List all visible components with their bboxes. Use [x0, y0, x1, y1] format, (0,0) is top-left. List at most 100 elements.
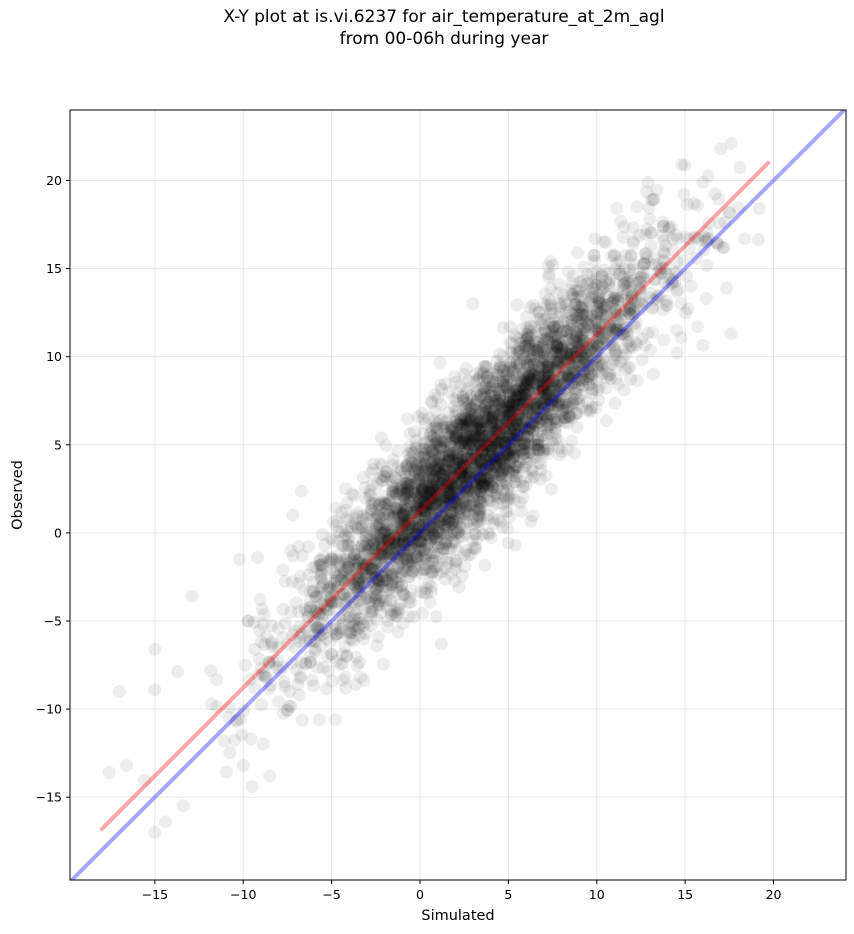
data-point	[517, 415, 531, 429]
data-point	[570, 406, 584, 420]
data-point	[573, 359, 587, 373]
data-point	[643, 212, 657, 226]
data-point	[534, 456, 548, 470]
data-point	[223, 746, 237, 759]
data-point	[522, 330, 536, 344]
data-point	[456, 418, 470, 432]
data-point	[459, 435, 473, 449]
data-point	[477, 391, 491, 405]
data-point	[738, 232, 752, 246]
data-point	[679, 306, 693, 320]
data-point	[592, 300, 606, 314]
data-point	[675, 158, 689, 172]
data-point	[476, 433, 489, 447]
data-point	[468, 430, 482, 444]
data-point	[389, 502, 403, 516]
data-point	[419, 462, 433, 476]
data-point	[478, 474, 492, 488]
data-point	[662, 222, 676, 236]
data-point	[471, 455, 485, 469]
data-point	[256, 737, 270, 751]
data-point	[396, 585, 409, 599]
data-point	[483, 410, 497, 424]
data-point	[484, 417, 498, 430]
data-point	[457, 418, 470, 432]
data-point	[351, 547, 364, 561]
data-point	[434, 398, 448, 411]
data-point	[539, 371, 553, 385]
data-point	[113, 685, 126, 698]
data-point	[450, 486, 464, 500]
data-point	[412, 518, 426, 532]
data-point	[456, 495, 469, 509]
data-point	[519, 415, 533, 429]
data-point	[460, 408, 474, 422]
data-point	[540, 348, 554, 361]
data-point	[341, 604, 355, 617]
data-point	[485, 449, 499, 463]
data-point	[636, 271, 650, 285]
data-point	[429, 502, 443, 516]
data-point	[381, 541, 395, 555]
data-point	[662, 220, 676, 234]
data-point	[614, 304, 628, 318]
data-point	[413, 463, 427, 477]
data-point	[720, 281, 734, 295]
data-point	[508, 395, 522, 409]
data-point	[488, 436, 501, 450]
data-point	[303, 600, 317, 614]
data-point	[537, 408, 551, 422]
data-point	[619, 328, 633, 342]
data-point	[536, 444, 550, 458]
data-point	[570, 284, 584, 298]
data-point	[490, 449, 504, 463]
data-point	[437, 542, 451, 556]
data-point	[448, 553, 462, 567]
data-point	[493, 388, 507, 402]
data-point	[463, 433, 477, 447]
data-point	[120, 759, 134, 772]
data-point	[553, 354, 567, 368]
data-point	[542, 318, 556, 331]
data-point	[489, 425, 503, 439]
data-point	[417, 550, 431, 564]
data-point	[468, 485, 482, 499]
data-point	[439, 499, 453, 513]
data-point	[546, 306, 560, 320]
data-point	[478, 558, 492, 572]
data-point	[637, 257, 651, 271]
data-point	[609, 277, 623, 290]
data-point	[426, 553, 440, 567]
data-point	[519, 459, 533, 473]
data-point	[352, 553, 366, 567]
y-tick-label-1: −10	[36, 702, 62, 717]
data-point	[600, 298, 614, 312]
data-point	[540, 414, 553, 428]
data-point	[508, 538, 522, 552]
data-point	[263, 769, 277, 783]
data-point	[357, 558, 371, 572]
data-point	[377, 496, 391, 510]
data-point	[514, 373, 528, 387]
data-point	[465, 453, 479, 467]
data-point	[474, 427, 488, 441]
data-point	[345, 620, 359, 634]
data-point	[469, 459, 483, 473]
data-point	[312, 713, 326, 727]
data-point	[561, 351, 575, 365]
data-point	[577, 273, 590, 287]
data-point	[417, 523, 430, 537]
data-point	[458, 439, 472, 453]
data-point	[478, 438, 492, 452]
data-point	[341, 543, 354, 557]
data-point	[276, 563, 290, 577]
data-point	[492, 412, 506, 426]
data-point	[353, 587, 367, 601]
data-point	[516, 403, 530, 417]
data-point	[404, 595, 418, 609]
data-point	[399, 502, 413, 516]
data-point	[377, 526, 390, 539]
data-point	[457, 436, 471, 450]
data-point	[272, 695, 286, 709]
data-point	[365, 478, 379, 492]
